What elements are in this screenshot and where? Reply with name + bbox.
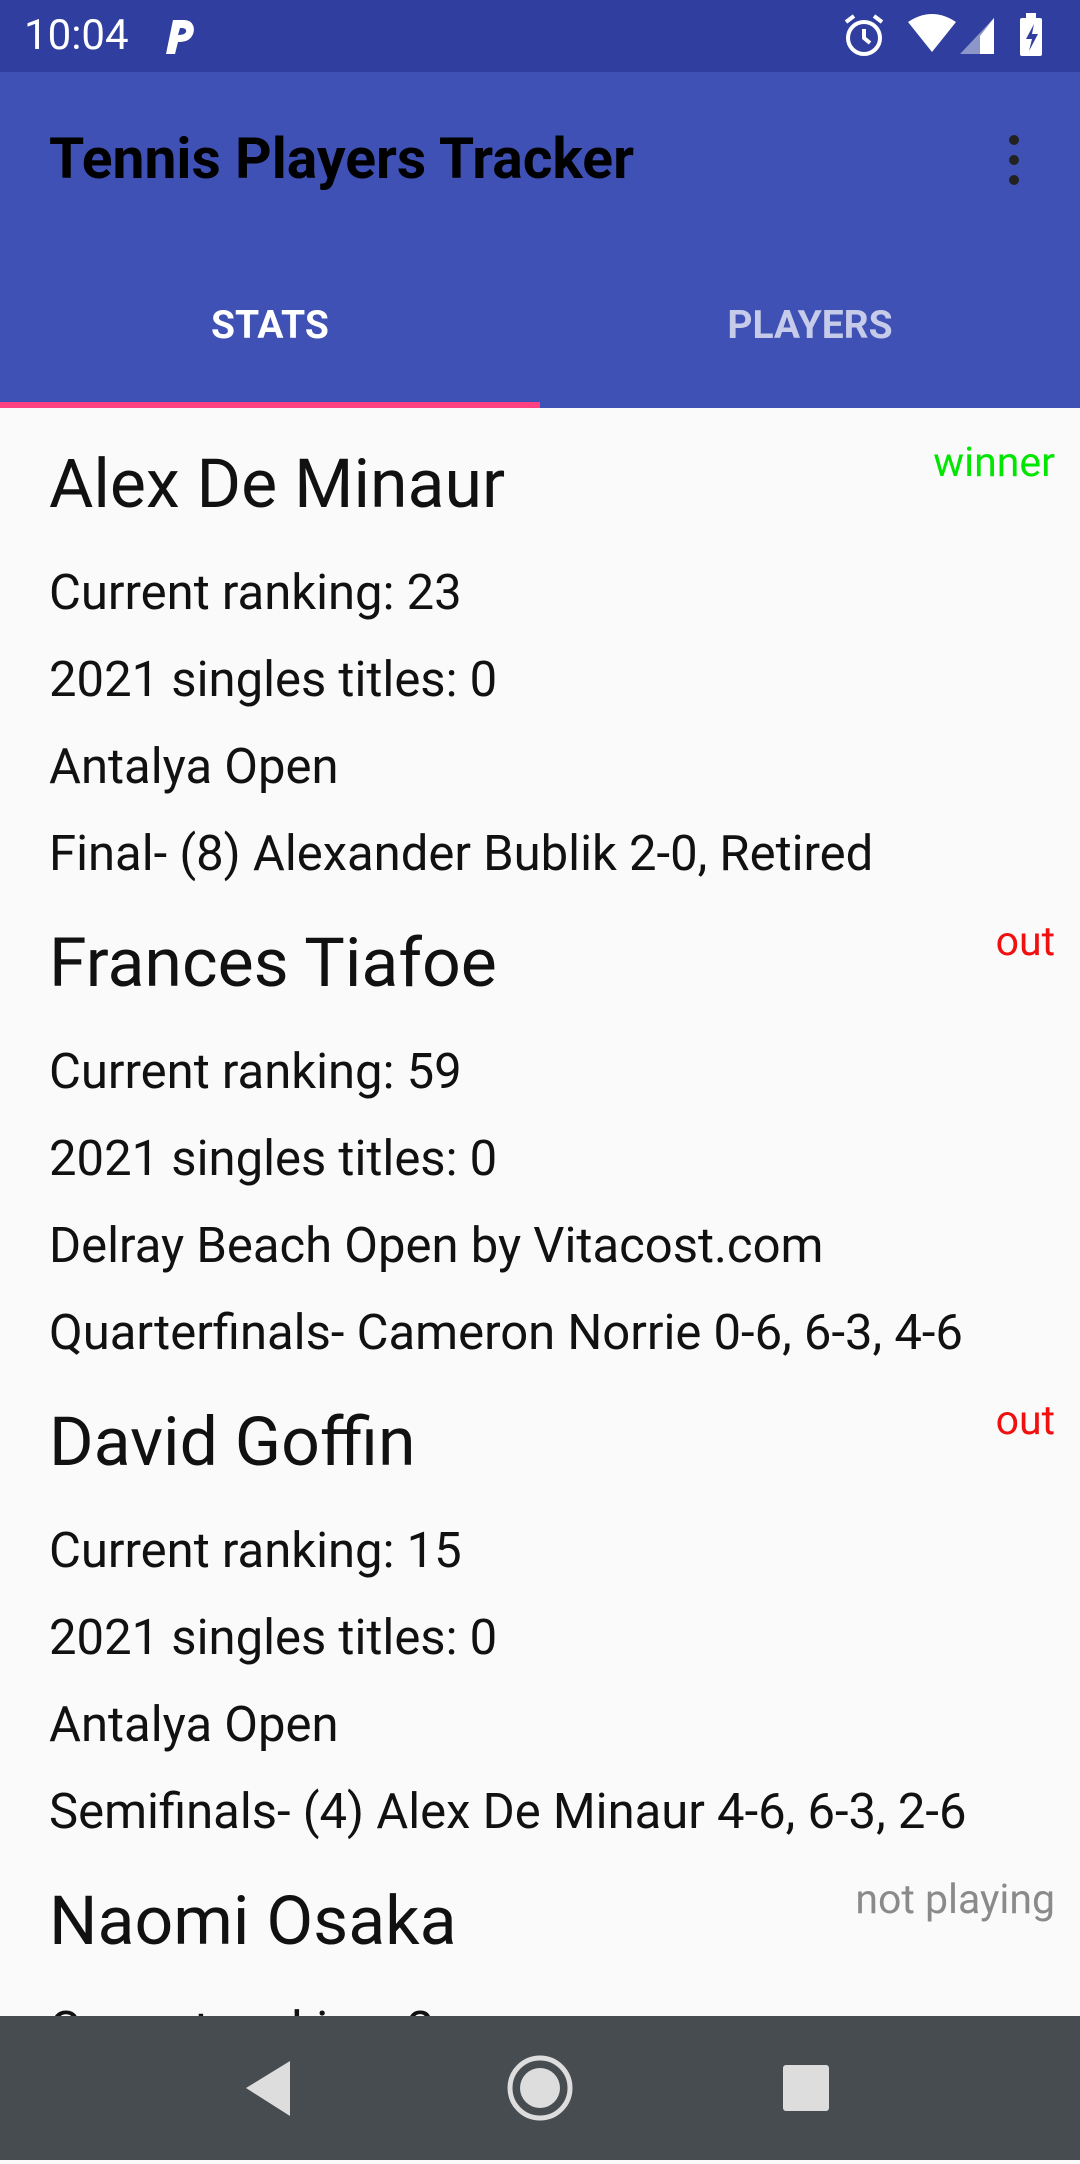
player-detail: Final- (8) Alexander Bublik 2-0, Retired bbox=[49, 825, 874, 882]
system-icons bbox=[844, 13, 1042, 56]
player-card: Frances Tiafoe out Current ranking: 59 2021… bbox=[0, 887, 1080, 1366]
player-detail: Antalya Open bbox=[49, 738, 339, 795]
player-detail: 2021 singles titles: 0 bbox=[49, 1609, 498, 1666]
status-bar: 10:04 bbox=[0, 0, 1080, 72]
tab[interactable]: PLAYERS bbox=[727, 302, 893, 348]
notification-icon bbox=[166, 20, 194, 54]
nav-buttons bbox=[246, 2055, 829, 2121]
player-detail: 2021 singles titles: 0 bbox=[49, 651, 498, 708]
recents-button[interactable] bbox=[783, 2065, 829, 2111]
player-detail: Current ranking: 15 bbox=[49, 1522, 462, 1579]
clock: 10:04 bbox=[24, 11, 129, 60]
player-detail: Semifinals- (4) Alex De Minaur 4-6, 6-3,… bbox=[49, 1783, 967, 1840]
back-button[interactable] bbox=[246, 2061, 290, 2116]
player-card: Naomi Osaka not playing Current ranking: 2 bbox=[0, 1845, 1080, 2016]
app-title: Tennis Players Tracker bbox=[49, 125, 634, 192]
player-detail: Antalya Open bbox=[49, 1696, 339, 1753]
player-list: Alex De Minaur winner Current ranking: 23 2… bbox=[0, 408, 1080, 2016]
player-name: Frances Tiafoe bbox=[49, 923, 497, 1003]
player-detail: Current ranking: 23 bbox=[49, 564, 462, 621]
player-status: winner bbox=[933, 439, 1055, 487]
player-detail: 2021 singles titles: 0 bbox=[49, 1130, 498, 1187]
player-card: David Goffin out Current ranking: 15 2021 s… bbox=[0, 1366, 1080, 1845]
player-detail: Delray Beach Open by Vitacost.com bbox=[49, 1217, 824, 1274]
player-name: Alex De Minaur bbox=[49, 444, 506, 524]
player-card: Alex De Minaur winner Current ranking: 23 2… bbox=[0, 408, 1080, 887]
player-name: David Goffin bbox=[49, 1402, 416, 1482]
tab-indicator bbox=[0, 402, 540, 408]
tab[interactable]: STATS bbox=[211, 302, 329, 348]
player-status: not playing bbox=[855, 1876, 1055, 1924]
player-name: Naomi Osaka bbox=[49, 1881, 457, 1961]
overflow-menu[interactable] bbox=[1000, 130, 1028, 190]
home-button[interactable] bbox=[507, 2055, 573, 2121]
app-bar bbox=[0, 72, 1080, 408]
navigation-bar bbox=[0, 2016, 1080, 2160]
player-detail: Quarterfinals- Cameron Norrie 0-6, 6-3, … bbox=[49, 1304, 963, 1361]
player-status: out bbox=[995, 918, 1055, 966]
player-detail: Current ranking: 2 bbox=[49, 1986, 434, 2016]
player-status: out bbox=[995, 1397, 1055, 1445]
player-detail: Current ranking: 59 bbox=[49, 1043, 462, 1100]
